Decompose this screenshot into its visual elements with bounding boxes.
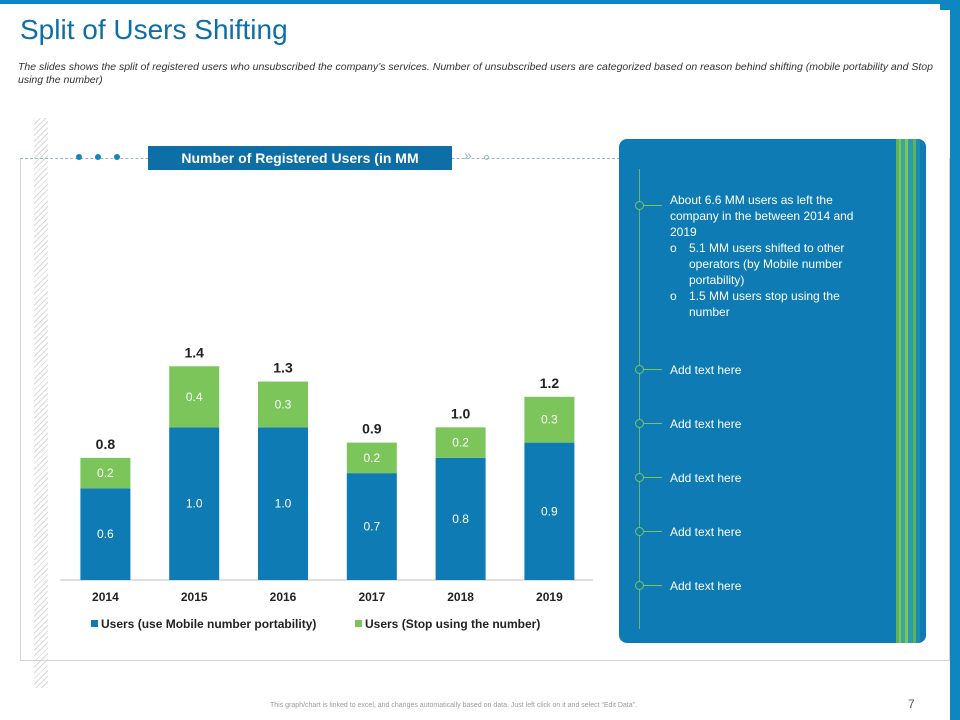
bullet-marker: o — [670, 289, 677, 303]
legend-entry: Users (Stop using the number) — [365, 617, 540, 631]
data-label: 1.0 — [186, 497, 203, 511]
total-label: 1.3 — [273, 360, 293, 376]
timeline-node — [635, 201, 644, 210]
panel-item[interactable]: Add text here — [670, 579, 742, 593]
panel-item[interactable]: Add text here — [670, 471, 742, 485]
panel-item[interactable]: Add text here — [670, 417, 742, 431]
data-label: 0.6 — [97, 527, 114, 541]
bar-segment-2017-s0 — [346, 473, 397, 580]
stripe-decoration — [894, 139, 926, 643]
bar-segment-2019-s1 — [524, 396, 575, 443]
panel-bullet: o 5.1 MM users shifted to other operator… — [670, 240, 870, 288]
total-label: 0.8 — [96, 436, 116, 452]
circle-decoration — [484, 155, 489, 160]
bar-segment-2019-s0 — [524, 442, 575, 580]
data-label: 0.8 — [452, 512, 469, 526]
x-tick-label: 2018 — [447, 590, 474, 604]
hatch-decoration — [34, 118, 48, 688]
timeline-connector — [644, 423, 662, 424]
panel-intro: About 6.6 MM users as left the company i… — [670, 193, 854, 239]
stacked-bar-chart: 0.6 0.2 0.8 2014 1.0 0.4 1.4 2015 1.0 0.3 1.3 2016 0… — [60, 344, 593, 631]
right-accent-bar — [950, 0, 960, 720]
bar-segment-2017-s1 — [346, 442, 397, 474]
total-label: 0.9 — [362, 421, 382, 437]
timeline-connector — [644, 369, 662, 370]
data-label: 0.4 — [186, 390, 203, 404]
info-panel: About 6.6 MM users as left the company i… — [619, 139, 926, 643]
timeline-node — [635, 419, 644, 428]
data-label: 0.9 — [541, 504, 558, 518]
data-label: 0.2 — [452, 436, 469, 450]
bar-segment-2014-s1 — [80, 457, 131, 489]
data-label: 0.2 — [363, 451, 380, 465]
legend-swatch — [91, 620, 98, 627]
x-tick-label: 2016 — [270, 590, 297, 604]
legend-swatch — [355, 620, 362, 627]
bar-segment-2015-s0 — [169, 427, 220, 580]
data-label: 0.3 — [275, 397, 292, 411]
bar-segment-2016-s1 — [258, 381, 308, 428]
dot-decoration — [114, 154, 120, 160]
bullet-marker: o — [670, 241, 677, 255]
dot-decoration — [76, 154, 82, 160]
total-label: 1.4 — [184, 344, 204, 360]
panel-bullet-text: 5.1 MM users shifted to other operators … — [689, 241, 845, 287]
bar-segment-2014-s0 — [80, 488, 131, 580]
x-tick-label: 2015 — [181, 590, 208, 604]
timeline-line — [639, 169, 640, 629]
data-label: 0.2 — [97, 466, 114, 480]
bar-segment-2018-s0 — [435, 457, 486, 580]
chart-frame — [20, 158, 950, 661]
total-label: 1.2 — [540, 375, 560, 391]
timeline-node — [635, 473, 644, 482]
page-subtitle: The slides shows the split of registered… — [18, 61, 933, 86]
timeline-node — [635, 581, 644, 590]
timeline-connector — [644, 585, 662, 586]
page-number: 7 — [908, 697, 915, 711]
total-label: 1.0 — [451, 405, 471, 421]
panel-intro-block: About 6.6 MM users as left the company i… — [670, 192, 870, 320]
panel-bullet-text: 1.5 MM users stop using the number — [689, 289, 840, 319]
timeline-node — [635, 365, 644, 374]
bar-segment-2018-s1 — [435, 427, 486, 458]
timeline-connector — [644, 531, 662, 532]
legend-entry: Users (use Mobile number portability) — [101, 617, 316, 631]
panel-bullet: o 1.5 MM users stop using the number — [670, 288, 870, 320]
timeline-connector — [644, 205, 662, 206]
x-tick-label: 2017 — [358, 590, 385, 604]
timeline-node — [635, 527, 644, 536]
panel-item[interactable]: Add text here — [670, 363, 742, 377]
panel-item[interactable]: Add text here — [670, 525, 742, 539]
dot-decoration — [95, 154, 101, 160]
chevron-right-icon: » — [464, 147, 472, 163]
timeline-connector — [644, 477, 662, 478]
footer-note: This graph/chart is linked to excel, and… — [270, 702, 637, 709]
page-title: Split of Users Shifting — [20, 14, 288, 45]
x-tick-label: 2014 — [92, 590, 119, 604]
x-tick-label: 2019 — [536, 590, 563, 604]
bar-segment-2016-s0 — [258, 427, 308, 580]
bar-segment-2015-s1 — [169, 366, 220, 428]
data-label: 1.0 — [275, 497, 292, 511]
data-label: 0.7 — [363, 520, 380, 534]
top-accent-bar — [0, 0, 960, 10]
chart-header: Number of Registered Users (in MM — [148, 146, 452, 170]
data-label: 0.3 — [541, 413, 558, 427]
